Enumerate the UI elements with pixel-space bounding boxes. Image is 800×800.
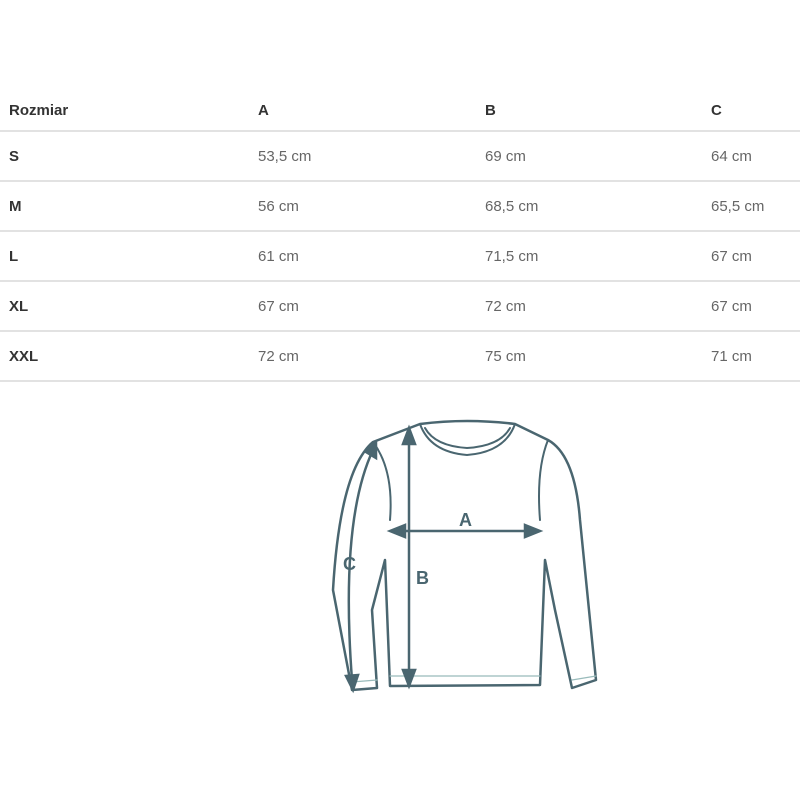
size-cell: L	[0, 231, 258, 282]
header-b: B	[485, 90, 711, 132]
measurement-cell: 72 cm	[258, 331, 485, 382]
size-cell: M	[0, 181, 258, 232]
arrow-c-head-top	[363, 438, 378, 461]
sleeve-seam-right	[538, 439, 549, 521]
table-row: L 61 cm 71,5 cm 67 cm	[0, 231, 800, 282]
header-size: Rozmiar	[0, 90, 258, 132]
measurement-cell: 71,5 cm	[485, 231, 711, 282]
arrow-a-head-left	[386, 523, 407, 539]
size-cell: XL	[0, 281, 258, 332]
label-a: A	[459, 510, 472, 530]
measurement-cell: 69 cm	[485, 131, 711, 182]
arrow-c-head-bottom	[344, 673, 360, 694]
measurement-cell: 64 cm	[711, 131, 800, 182]
measurement-cell: 67 cm	[711, 231, 800, 282]
arrow-a-head-right	[523, 523, 544, 539]
shirt-collar	[419, 423, 516, 456]
size-table: Rozmiar A B C S 53,5 cm 69 cm 64 cm M 56 cm 68…	[0, 90, 800, 382]
table-row: S 53,5 cm 69 cm 64 cm	[0, 131, 800, 182]
measurement-cell: 68,5 cm	[485, 181, 711, 232]
measurement-cell: 72 cm	[485, 281, 711, 332]
size-cell: S	[0, 131, 258, 182]
table-row: M 56 cm 68,5 cm 65,5 cm	[0, 181, 800, 232]
arrow-b-head-bottom	[401, 668, 417, 690]
label-b: B	[416, 568, 429, 588]
measurement-cell: 61 cm	[258, 231, 485, 282]
table-row: XL 67 cm 72 cm 67 cm	[0, 281, 800, 332]
measurement-cell: 65,5 cm	[711, 181, 800, 232]
arrow-b-head-top	[401, 424, 417, 446]
table-row: XXL 72 cm 75 cm 71 cm	[0, 331, 800, 382]
measurement-cell: 53,5 cm	[258, 131, 485, 182]
measurement-cell: 56 cm	[258, 181, 485, 232]
measurement-cell: 67 cm	[258, 281, 485, 332]
measurement-cell: 67 cm	[711, 281, 800, 332]
measurement-cell: 71 cm	[711, 331, 800, 382]
table-header-row: Rozmiar A B C	[0, 90, 800, 132]
header-c: C	[711, 90, 800, 132]
label-c: C	[343, 554, 356, 574]
arrow-c	[347, 449, 375, 681]
header-a: A	[258, 90, 485, 132]
shirt-outline	[331, 419, 598, 692]
size-cell: XXL	[0, 331, 258, 382]
measurement-cell: 75 cm	[485, 331, 711, 382]
